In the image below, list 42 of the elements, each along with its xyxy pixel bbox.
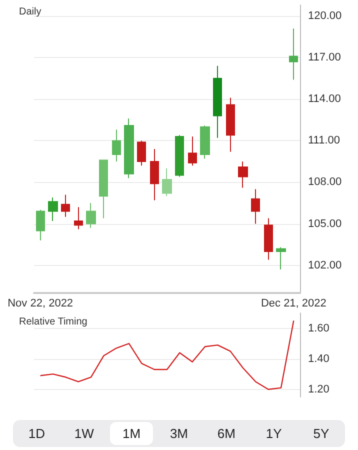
range-button[interactable]: 6M [204, 422, 248, 445]
candlestick [289, 28, 298, 80]
candlestick [124, 118, 134, 179]
y-tick-label: 117.00 [308, 52, 341, 64]
y-tick-label: 1.20 [308, 383, 330, 396]
candlestick [251, 188, 260, 224]
range-button[interactable]: 1M [110, 422, 154, 445]
candlestick [162, 168, 172, 197]
y-tick-label: 1.60 [308, 322, 330, 334]
x-tick-label: Dec 21, 2022 [260, 298, 326, 310]
y-tick-label: 105.00 [308, 218, 342, 230]
candlestick [213, 65, 222, 138]
candlestick [276, 246, 286, 270]
candlestick [238, 160, 248, 188]
y-tick-label: 102.00 [308, 259, 342, 272]
candlestick [150, 148, 159, 201]
candlestick [175, 134, 184, 178]
candlestick [264, 218, 273, 260]
candlestick [200, 124, 210, 160]
candlestick [74, 206, 83, 230]
chart-title: Daily [19, 6, 42, 18]
range-button[interactable]: 1W [62, 422, 106, 445]
candlestick [226, 97, 235, 152]
candlestick [112, 129, 121, 162]
y-tick-label: 114.00 [308, 93, 341, 106]
candlestick [36, 209, 45, 241]
range-button[interactable]: 3M [157, 422, 201, 445]
candlestick [48, 196, 58, 222]
candlestick [61, 194, 70, 218]
range-button[interactable]: 1Y [252, 422, 296, 445]
candlestick [188, 136, 197, 166]
range-button[interactable]: 5Y [300, 422, 343, 445]
candlestick [137, 140, 146, 166]
candlestick [99, 160, 108, 219]
y-tick-label: 120.00 [308, 10, 342, 22]
y-tick-label: 111.00 [308, 134, 340, 147]
y-tick-label: 1.40 [308, 352, 330, 365]
range-button[interactable]: 1D [15, 422, 58, 445]
candlestick [86, 202, 96, 228]
x-tick-label: Nov 22, 2022 [8, 298, 74, 310]
y-tick-label: 108.00 [308, 176, 342, 188]
chart-title: Relative Timing [19, 316, 88, 328]
